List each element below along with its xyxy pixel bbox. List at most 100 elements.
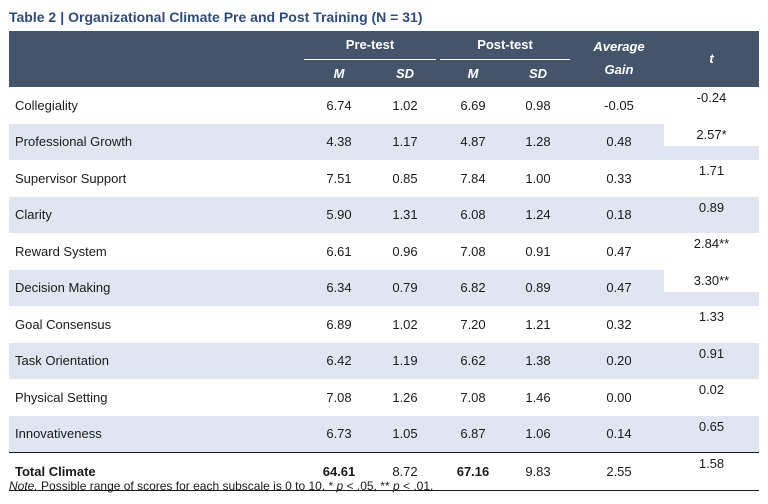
pre-m-cell: 5.90	[326, 207, 352, 223]
header-pre-sd: SD	[395, 66, 415, 81]
row-label: Professional Growth	[15, 134, 133, 150]
gain-cell: 0.47	[606, 243, 632, 259]
row-label: Innovativeness	[15, 426, 102, 442]
post-m-cell: 6.08	[460, 207, 486, 223]
post-sd-cell: 1.46	[525, 389, 551, 405]
pre-m-cell: 6.73	[326, 426, 352, 442]
post-sd-cell: 9.83	[525, 463, 551, 479]
header-post-test: Post-test	[477, 37, 533, 52]
pre-m-cell: 6.34	[326, 280, 352, 296]
gain-cell: 2.55	[606, 463, 632, 479]
table-header: Pre-test Post-test Average Gain t M SD M…	[9, 31, 759, 87]
pre-m-cell: 6.89	[326, 316, 352, 332]
note-threshold-double: < .01.	[403, 479, 434, 493]
header-t: t	[709, 51, 714, 66]
note-star-double: **	[380, 479, 390, 493]
gain-cell: -0.05	[604, 97, 634, 113]
table-row: Reward System 6.61 0.96 7.08 0.91 0.47 2…	[9, 233, 759, 270]
t-cell: 1.58	[698, 456, 725, 471]
table-row: Decision Making 6.34 0.79 6.82 0.89 0.47…	[9, 269, 759, 306]
gain-cell: 0.48	[606, 134, 632, 150]
post-test-rule	[440, 59, 570, 60]
post-sd-cell: 0.98	[525, 97, 551, 113]
row-label: Collegiality	[15, 97, 78, 113]
table-number: Table 2	[9, 9, 57, 25]
note-p-single: p	[336, 479, 344, 493]
table-row: Innovativeness 6.73 1.05 6.87 1.06 0.14 …	[9, 415, 759, 452]
note-range: Possible range of scores for each subsca…	[41, 479, 326, 493]
table-row: Physical Setting 7.08 1.26 7.08 1.46 0.0…	[9, 379, 759, 416]
note-threshold-single: < .05,	[346, 479, 377, 493]
t-cell: 2.84**	[693, 236, 730, 251]
pre-m-cell: 7.08	[326, 389, 352, 405]
t-cell: 0.91	[698, 345, 725, 361]
table-row: Goal Consensus 6.89 1.02 7.20 1.21 0.32 …	[9, 306, 759, 343]
pre-sd-cell: 1.19	[392, 353, 418, 369]
pre-m-cell: 64.61	[322, 463, 356, 479]
post-sd-cell: 1.00	[525, 170, 551, 186]
post-m-cell: 7.20	[460, 316, 486, 332]
row-label: Reward System	[15, 243, 107, 259]
total-row: Total Climate 64.61 8.72 67.16 9.83 2.55…	[9, 452, 759, 491]
post-m-cell: 67.16	[456, 463, 490, 479]
note-p-double: p	[392, 479, 400, 493]
header-pre-m: M	[333, 66, 345, 81]
row-label: Task Orientation	[15, 353, 109, 369]
post-sd-cell: 1.21	[525, 316, 551, 332]
post-m-cell: 7.08	[460, 243, 486, 259]
note-star-single: *	[328, 479, 334, 493]
table-row: Supervisor Support 7.51 0.85 7.84 1.00 0…	[9, 160, 759, 197]
post-sd-cell: 1.24	[525, 207, 551, 223]
row-label: Goal Consensus	[15, 316, 112, 332]
header-average: Average	[593, 39, 645, 54]
row-label: Total Climate	[15, 463, 96, 479]
pre-sd-cell: 0.96	[392, 243, 418, 259]
table-row: Professional Growth 4.38 1.17 4.87 1.28 …	[9, 123, 759, 160]
t-cell: 0.89	[698, 199, 725, 215]
table-note: Note. Possible range of scores for each …	[9, 479, 433, 493]
post-sd-cell: 1.28	[525, 134, 551, 150]
post-m-cell: 6.62	[460, 353, 486, 369]
climate-table: Pre-test Post-test Average Gain t M SD M…	[9, 31, 759, 491]
pre-test-rule	[304, 59, 436, 60]
post-m-cell: 7.84	[460, 170, 486, 186]
post-sd-cell: 1.06	[525, 426, 551, 442]
pre-sd-cell: 1.26	[392, 389, 418, 405]
t-cell: 1.33	[698, 309, 725, 324]
pre-sd-cell: 1.02	[392, 316, 418, 332]
pre-sd-cell: 0.79	[392, 280, 418, 296]
t-cell: 1.71	[698, 163, 725, 178]
post-m-cell: 6.87	[460, 426, 486, 442]
pre-m-cell: 6.42	[326, 353, 352, 369]
post-sd-cell: 0.89	[525, 280, 551, 296]
gain-cell: 0.47	[606, 280, 632, 296]
table-row: Collegiality 6.74 1.02 6.69 0.98 -0.05 -…	[9, 87, 759, 124]
table-row: Clarity 5.90 1.31 6.08 1.24 0.18 0.89	[9, 196, 759, 233]
pre-sd-cell: 1.17	[392, 134, 418, 150]
gain-cell: 0.14	[606, 426, 632, 442]
t-cell: 2.57*	[664, 123, 759, 146]
row-label: Clarity	[15, 207, 52, 223]
note-lead: Note.	[9, 479, 38, 493]
header-pre-test: Pre-test	[345, 37, 395, 52]
t-cell: -0.24	[696, 90, 727, 105]
pre-sd-cell: 1.31	[392, 207, 418, 223]
header-gain: Gain	[604, 62, 634, 77]
row-label: Decision Making	[15, 280, 111, 296]
pre-m-cell: 6.61	[326, 243, 352, 259]
gain-cell: 0.00	[606, 389, 632, 405]
post-m-cell: 7.08	[460, 389, 486, 405]
t-cell: 3.30**	[664, 269, 759, 292]
post-m-cell: 4.87	[460, 134, 486, 150]
post-m-cell: 6.69	[460, 97, 486, 113]
title-separator: |	[60, 9, 65, 25]
post-m-cell: 6.82	[460, 280, 486, 296]
gain-cell: 0.18	[606, 207, 632, 223]
header-post-m: M	[467, 66, 479, 81]
gain-cell: 0.20	[606, 353, 632, 369]
pre-sd-cell: 1.02	[392, 97, 418, 113]
pre-m-cell: 6.74	[326, 97, 352, 113]
gain-cell: 0.33	[606, 170, 632, 186]
table-row: Task Orientation 6.42 1.19 6.62 1.38 0.2…	[9, 342, 759, 379]
pre-m-cell: 7.51	[326, 170, 352, 186]
